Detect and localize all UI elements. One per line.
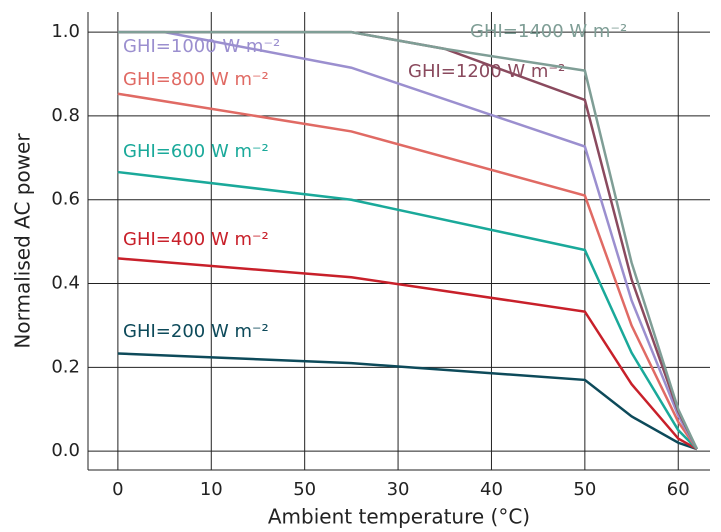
x-tick-label: 60: [667, 479, 690, 500]
legend-label: GHI=1200 W m⁻²: [408, 61, 565, 82]
x-tick-label: 40: [480, 479, 503, 500]
y-axis-label: Normalised AC power: [11, 133, 35, 349]
legend-label: GHI=200 W m⁻²: [123, 321, 269, 342]
y-tick-label: 0.6: [51, 189, 80, 210]
x-tick-label: 0: [112, 479, 123, 500]
legend-label: GHI=400 W m⁻²: [123, 229, 269, 250]
x-tick-label: 50: [573, 479, 596, 500]
y-tick-label: 0.2: [51, 356, 80, 377]
x-tick-label: 30: [387, 479, 410, 500]
series-line: [117, 257, 698, 451]
x-axis-label: Ambient temperature (°C): [268, 505, 530, 529]
x-tick-label: 50: [293, 479, 316, 500]
legend-label: GHI=1400 W m⁻²: [470, 21, 627, 42]
y-tick-label: 1.0: [51, 21, 80, 42]
y-tick-label: 0.4: [51, 273, 80, 294]
y-tick-label: 0.8: [51, 105, 80, 126]
legend-label: GHI=600 W m⁻²: [123, 141, 269, 162]
series-line: [117, 92, 698, 450]
series-line: [117, 30, 699, 450]
x-tick-label: 10: [200, 479, 223, 500]
legend-label: GHI=800 W m⁻²: [123, 69, 269, 90]
y-tick-label: 0.0: [51, 440, 80, 461]
series-line: [117, 352, 698, 451]
legend-label: GHI=1000 W m⁻²: [123, 36, 280, 57]
series-line: [117, 170, 698, 450]
